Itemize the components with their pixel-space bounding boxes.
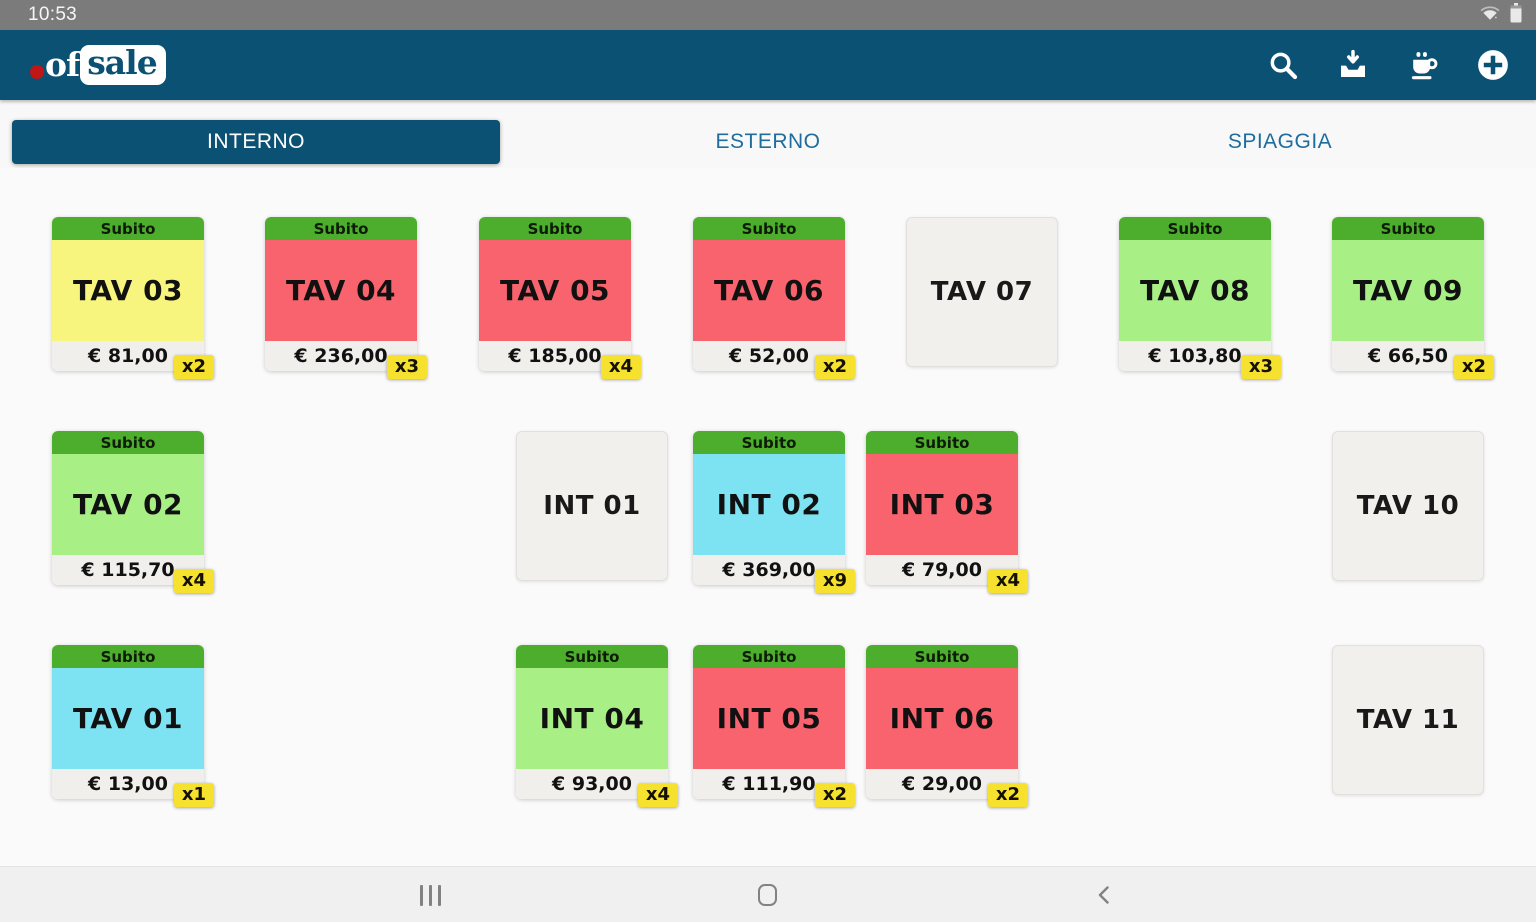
covers-badge: x4	[637, 783, 678, 807]
status-time: 10:53	[28, 4, 78, 25]
table-status-label: Subito	[52, 431, 204, 454]
table-status-label: Subito	[479, 217, 631, 240]
table-name: INT 04	[516, 668, 668, 769]
table-name: TAV 11	[1356, 705, 1460, 735]
covers-badge: x2	[173, 355, 214, 379]
recents-button[interactable]	[390, 867, 470, 922]
table-name: TAV 01	[52, 668, 204, 769]
logo-text-of: of	[45, 45, 80, 85]
table-name: TAV 04	[265, 240, 417, 341]
table-card-int-02[interactable]: Subito INT 02 € 369,00 x9	[693, 431, 855, 593]
table-card-tav-06[interactable]: Subito TAV 06 € 52,00 x2	[693, 217, 855, 379]
app-bar: of sale	[0, 30, 1536, 100]
tab-spiaggia[interactable]: SPIAGGIA	[1227, 129, 1333, 153]
covers-badge: x4	[173, 569, 214, 593]
covers-badge: x4	[600, 355, 641, 379]
table-status-label: Subito	[866, 431, 1018, 454]
table-card-tav-07[interactable]: TAV 07	[906, 217, 1058, 367]
covers-badge: x4	[987, 569, 1028, 593]
table-name: TAV 03	[52, 240, 204, 341]
covers-badge: x2	[987, 783, 1028, 807]
table-status-label: Subito	[265, 217, 417, 240]
table-card-tav-05[interactable]: Subito TAV 05 € 185,00 x4	[479, 217, 641, 379]
tab-cell: SPIAGGIA	[1024, 115, 1536, 168]
wifi-icon	[1479, 4, 1501, 27]
table-card-int-06[interactable]: Subito INT 06 € 29,00 x2	[866, 645, 1028, 807]
table-name: TAV 10	[1356, 491, 1460, 521]
table-status-label: Subito	[516, 645, 668, 668]
table-name: INT 05	[693, 668, 845, 769]
table-status-label: Subito	[1332, 217, 1484, 240]
table-card-int-04[interactable]: Subito INT 04 € 93,00 x4	[516, 645, 678, 807]
table-name: TAV 08	[1119, 240, 1271, 341]
table-name: TAV 05	[479, 240, 631, 341]
recents-icon	[419, 884, 441, 906]
covers-badge: x2	[814, 783, 855, 807]
table-status-label: Subito	[866, 645, 1018, 668]
table-card-tav-01[interactable]: Subito TAV 01 € 13,00 x1	[52, 645, 214, 807]
table-card-tav-04[interactable]: Subito TAV 04 € 236,00 x3	[265, 217, 427, 379]
add-icon[interactable]	[1476, 48, 1510, 82]
logo-text-sale: sale	[80, 45, 166, 85]
back-icon	[1098, 886, 1109, 904]
covers-badge: x3	[1240, 355, 1281, 379]
android-nav-bar	[0, 866, 1536, 922]
app-bar-actions	[1266, 48, 1510, 82]
table-name: TAV 02	[52, 454, 204, 555]
tab-interno[interactable]: INTERNO	[12, 119, 500, 164]
home-icon	[757, 884, 777, 906]
table-status-label: Subito	[52, 217, 204, 240]
table-status-label: Subito	[693, 645, 845, 668]
tab-cell: INTERNO	[0, 115, 512, 168]
covers-badge: x2	[814, 355, 855, 379]
room-tabs: INTERNO ESTERNO SPIAGGIA	[0, 100, 1536, 168]
table-card-tav-10[interactable]: TAV 10	[1332, 431, 1484, 581]
search-icon[interactable]	[1266, 48, 1300, 82]
table-name: INT 03	[866, 454, 1018, 555]
table-name: INT 01	[543, 491, 641, 521]
tab-esterno[interactable]: ESTERNO	[715, 129, 821, 153]
tab-cell: ESTERNO	[512, 115, 1024, 168]
logo-dot-icon	[30, 64, 44, 79]
table-name: INT 06	[866, 668, 1018, 769]
home-button[interactable]	[727, 867, 807, 922]
table-status-label: Subito	[693, 217, 845, 240]
table-name: INT 02	[693, 454, 845, 555]
covers-badge: x2	[1453, 355, 1494, 379]
status-icons	[1479, 2, 1522, 28]
covers-badge: x9	[814, 569, 855, 593]
covers-badge: x3	[386, 355, 427, 379]
table-total-price: € 236,00	[265, 341, 417, 371]
table-name: TAV 07	[930, 277, 1034, 307]
table-name: TAV 06	[693, 240, 845, 341]
covers-badge: x1	[173, 783, 214, 807]
table-card-tav-02[interactable]: Subito TAV 02 € 115,70 x4	[52, 431, 214, 593]
table-card-int-01[interactable]: INT 01	[516, 431, 668, 581]
battery-icon	[1510, 2, 1522, 28]
back-button[interactable]	[1065, 867, 1145, 922]
table-status-label: Subito	[52, 645, 204, 668]
table-name: TAV 09	[1332, 240, 1484, 341]
table-card-int-03[interactable]: Subito INT 03 € 79,00 x4	[866, 431, 1028, 593]
table-status-label: Subito	[1119, 217, 1271, 240]
table-card-tav-08[interactable]: Subito TAV 08 € 103,80 x3	[1119, 217, 1281, 379]
coffee-icon[interactable]	[1406, 48, 1440, 82]
floor-plan: Subito TAV 03 € 81,00 x2 Subito TAV 04 € 236,0…	[0, 168, 1536, 866]
table-card-tav-09[interactable]: Subito TAV 09 € 66,50 x2	[1332, 217, 1494, 379]
app-logo[interactable]: of sale	[30, 45, 166, 85]
table-card-tav-03[interactable]: Subito TAV 03 € 81,00 x2	[52, 217, 214, 379]
table-card-tav-11[interactable]: TAV 11	[1332, 645, 1484, 795]
import-orders-icon[interactable]	[1336, 48, 1370, 82]
table-card-int-05[interactable]: Subito INT 05 € 111,90 x2	[693, 645, 855, 807]
status-bar: 10:53	[0, 0, 1536, 30]
table-status-label: Subito	[693, 431, 845, 454]
